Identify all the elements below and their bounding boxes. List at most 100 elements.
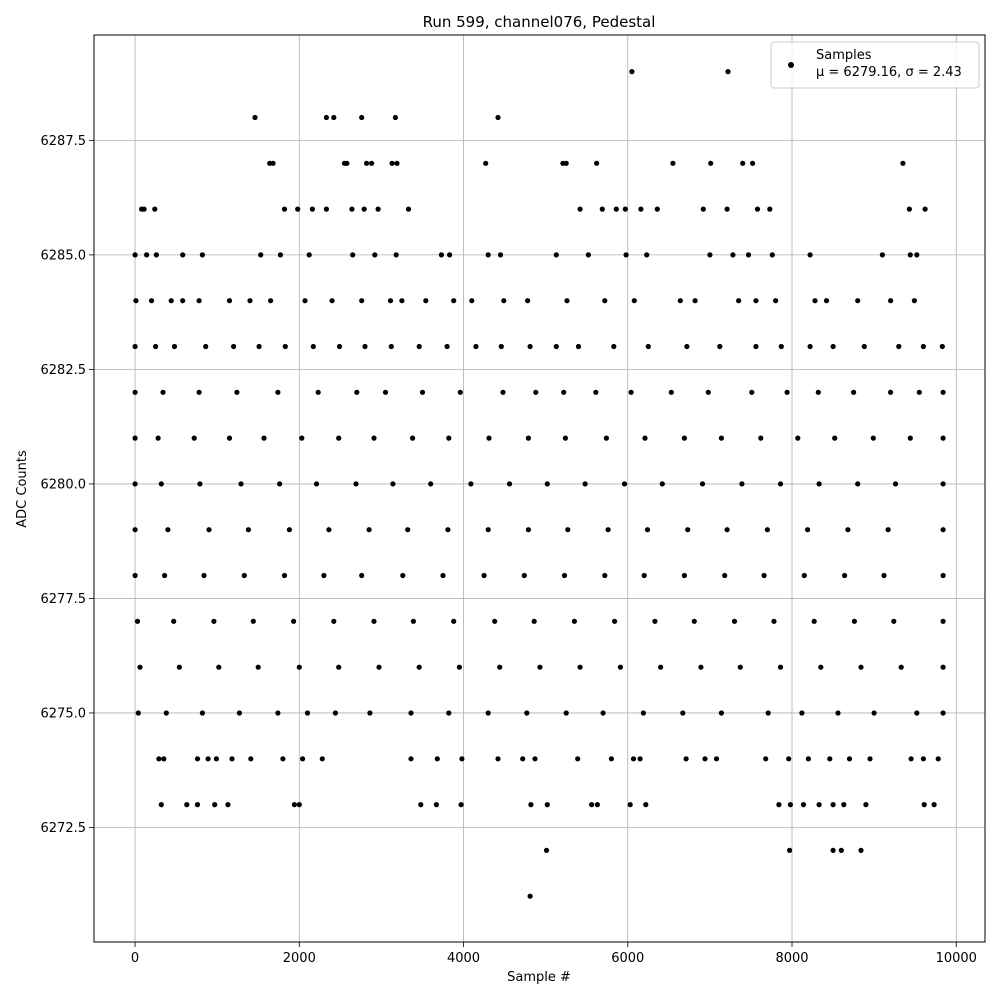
data-point <box>310 343 316 350</box>
data-point <box>724 527 730 533</box>
data-point <box>394 160 400 166</box>
data-point <box>623 252 629 258</box>
y-tick-label: 6277.5 <box>41 592 87 607</box>
data-point <box>197 481 203 487</box>
data-point <box>786 756 792 762</box>
data-point <box>277 481 283 487</box>
data-point <box>684 343 690 350</box>
data-point <box>369 160 375 166</box>
data-point <box>602 572 608 579</box>
data-point <box>681 435 688 441</box>
data-point <box>201 572 207 579</box>
data-point <box>473 343 479 350</box>
data-point <box>132 435 138 441</box>
data-point <box>419 389 426 395</box>
data-point <box>447 252 453 258</box>
data-point <box>281 572 288 579</box>
data-point <box>641 572 647 579</box>
data-point <box>495 114 501 121</box>
data-point <box>628 389 634 395</box>
data-point <box>376 664 382 670</box>
data-point <box>563 710 569 716</box>
data-point <box>410 618 416 624</box>
data-point <box>171 343 178 350</box>
data-point <box>842 572 848 579</box>
data-point <box>506 481 513 487</box>
data-point <box>835 710 841 716</box>
data-point <box>753 298 759 304</box>
data-point <box>640 710 647 716</box>
data-point <box>226 298 233 304</box>
data-point <box>823 298 830 304</box>
data-point <box>329 298 335 304</box>
data-point <box>888 389 894 395</box>
data-point <box>132 389 138 395</box>
data-point <box>885 527 891 533</box>
data-point <box>481 572 487 579</box>
data-point <box>250 618 256 624</box>
data-point <box>851 618 858 624</box>
data-point <box>907 252 913 258</box>
data-point <box>533 389 539 395</box>
data-point <box>940 572 946 579</box>
data-point <box>717 343 723 350</box>
data-point <box>446 710 452 716</box>
data-point <box>408 756 414 762</box>
data-point <box>867 756 873 762</box>
data-point <box>291 618 297 624</box>
data-point <box>309 206 315 212</box>
x-axis-label: Sample # <box>507 970 571 985</box>
data-point <box>468 481 474 487</box>
data-point <box>438 252 444 258</box>
data-point <box>767 206 773 212</box>
data-point <box>194 802 201 808</box>
y-tick-label: 6275.0 <box>41 706 87 721</box>
data-point <box>561 389 567 395</box>
data-point <box>855 298 861 304</box>
data-point <box>203 343 209 350</box>
data-point <box>561 572 568 579</box>
data-point <box>286 527 292 533</box>
data-point <box>158 481 164 487</box>
data-point <box>216 664 222 670</box>
data-point <box>165 527 171 533</box>
data-point <box>344 160 350 166</box>
y-axis-ticks: 6272.5 6275.0 6277.5 6280.0 6282.5 6285.0 6287… <box>41 134 94 836</box>
y-tick-label: 6287.5 <box>41 134 87 149</box>
data-point <box>754 206 761 212</box>
data-point <box>940 435 946 441</box>
data-point <box>361 206 367 212</box>
data-point <box>304 710 311 716</box>
data-point <box>914 252 920 258</box>
x-tick-label: 8000 <box>775 951 808 966</box>
data-point <box>707 252 713 258</box>
data-point <box>332 710 338 716</box>
data-point <box>763 756 769 762</box>
data-point <box>851 389 857 395</box>
data-point <box>795 435 801 441</box>
data-point <box>389 160 395 166</box>
data-point <box>654 206 660 212</box>
data-point <box>525 527 532 533</box>
data-point <box>366 527 372 533</box>
data-point <box>213 756 219 762</box>
data-point <box>532 756 538 762</box>
data-point <box>433 802 439 808</box>
data-point <box>162 572 168 579</box>
data-point <box>589 802 595 808</box>
data-point <box>627 802 633 808</box>
data-point <box>132 252 138 258</box>
data-point <box>668 389 674 395</box>
plot-area-frame <box>93 34 986 943</box>
data-point <box>336 664 342 670</box>
data-point <box>737 664 743 670</box>
data-point <box>168 298 174 304</box>
data-point <box>245 527 251 533</box>
data-point <box>920 343 927 350</box>
data-point <box>456 664 462 670</box>
data-point <box>336 435 342 441</box>
data-point <box>807 252 813 258</box>
data-point <box>155 435 161 441</box>
data-point <box>158 802 164 808</box>
data-point <box>769 252 775 258</box>
